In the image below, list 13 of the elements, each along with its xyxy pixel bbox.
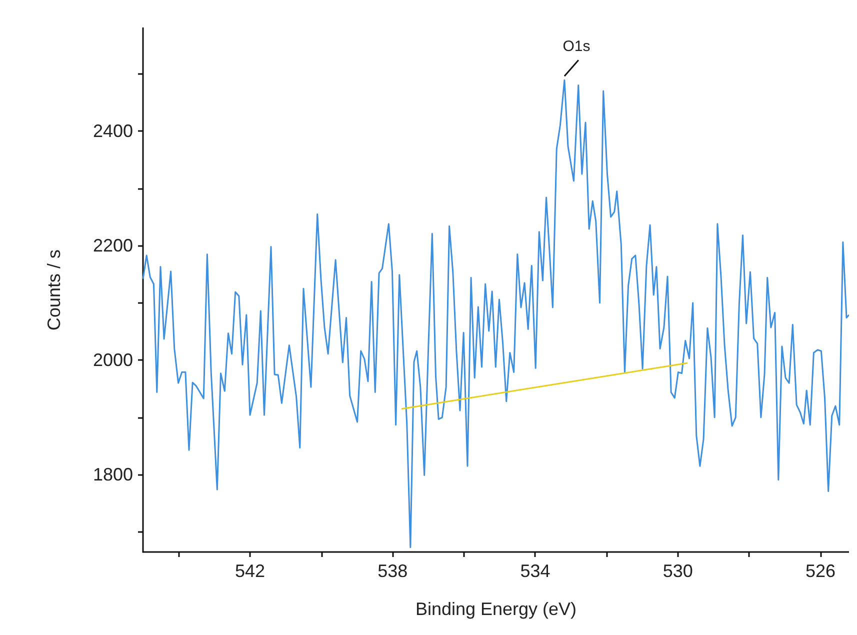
x-tick-label: 534	[520, 561, 550, 581]
x-tick-label: 526	[805, 561, 836, 581]
line-series	[142, 79, 849, 548]
y-tick-label: 1800	[92, 464, 133, 485]
y-axis-title: Counts / s	[44, 249, 64, 331]
x-tick-label: 530	[662, 561, 693, 581]
x-axis-title: Binding Energy (eV)	[415, 599, 577, 619]
annotation: O1s	[562, 38, 590, 56]
x-tick-label: 538	[378, 561, 408, 581]
y-tick-label: 2200	[92, 236, 133, 256]
y-tick-label: 2400	[92, 121, 133, 142]
y-tick-label: 2000	[92, 350, 133, 370]
x-tick-label: 542	[234, 561, 265, 581]
